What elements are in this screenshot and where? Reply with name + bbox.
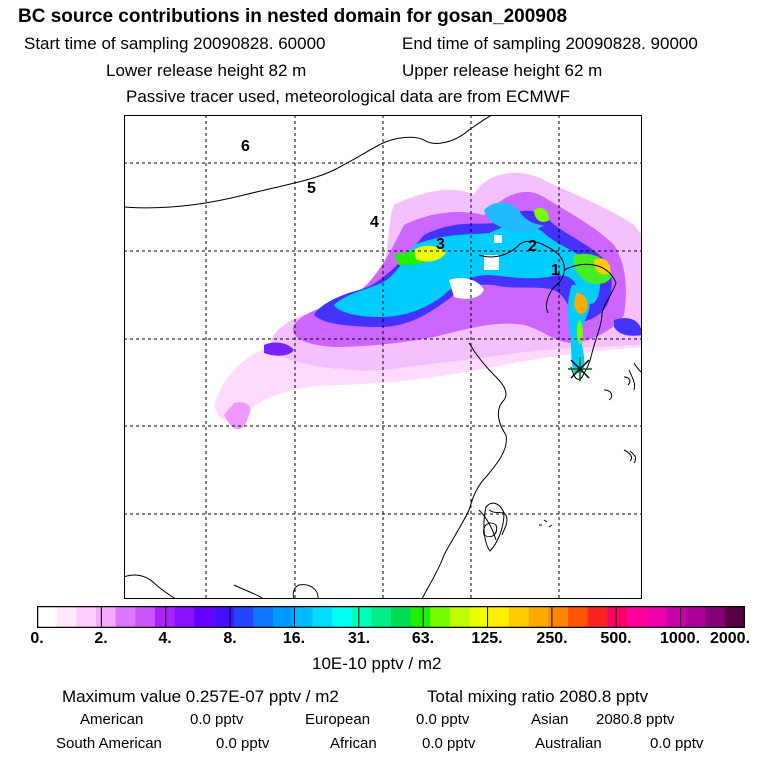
colorbar-tick-label: 2. — [94, 630, 108, 647]
colorbar-swatch — [548, 606, 569, 628]
colorbar-tick-label: 1000. — [659, 630, 701, 647]
colorbar-swatch — [489, 606, 510, 628]
tracer-label: Passive tracer used, meteorological data… — [126, 87, 571, 106]
colorbar-swatch — [37, 606, 58, 628]
source-name-south-american: South American — [56, 735, 162, 752]
colorbar-swatch — [312, 606, 333, 628]
source-name-african: African — [330, 735, 377, 752]
colorbar-swatch — [56, 606, 77, 628]
colorbar-swatch — [469, 606, 490, 628]
region-label-5: 5 — [307, 180, 316, 197]
upper-height-label: Upper release height 62 m — [402, 61, 603, 80]
map-panel: 6 5 4 3 2 1 — [124, 115, 642, 599]
region-label-4: 4 — [370, 214, 379, 231]
source-name-australian: Australian — [535, 735, 602, 752]
colorbar — [37, 606, 745, 628]
colorbar-swatch — [509, 606, 530, 628]
end-time-label: End time of sampling 20090828. 90000 — [402, 34, 698, 53]
colorbar-swatch — [725, 606, 745, 628]
region-label-1: 1 — [551, 262, 560, 279]
colorbar-swatch — [410, 606, 431, 628]
colorbar-tick-label: 31. — [347, 630, 371, 647]
colorbar-swatch — [587, 606, 608, 628]
colorbar-tick-label: 250. — [536, 630, 568, 647]
colorbar-swatch — [607, 606, 628, 628]
colorbar-tick-label: 0. — [30, 630, 44, 647]
source-value-australian: 0.0 pptv — [650, 735, 704, 752]
region-label-6: 6 — [241, 138, 250, 155]
colorbar-swatch — [253, 606, 274, 628]
colorbar-swatch — [273, 606, 294, 628]
total-mixing-ratio-label: Total mixing ratio 2080.8 pptv — [427, 687, 649, 706]
colorbar-swatch — [430, 606, 451, 628]
colorbar-swatch — [76, 606, 97, 628]
island-dots — [539, 449, 637, 528]
colorbar-swatch — [646, 606, 667, 628]
colorbar-tick-label: 125. — [471, 630, 503, 647]
colorbar-swatch — [214, 606, 235, 628]
maximum-value-label: Maximum value 0.257E-07 pptv / m2 — [62, 687, 339, 706]
colorbar-border — [37, 606, 745, 628]
colorbar-tick-label: 16. — [282, 630, 306, 647]
colorbar-swatch — [115, 606, 136, 628]
colorbar-swatch — [627, 606, 648, 628]
island-taiwan — [483, 502, 505, 552]
region-label-2: 2 — [528, 238, 537, 255]
colorbar-tick-label: 8. — [223, 630, 237, 647]
start-time-label: Start time of sampling 20090828. 60000 — [24, 34, 326, 53]
source-value-asian: 2080.8 pptv — [596, 711, 675, 728]
lower-height-label: Lower release height 82 m — [106, 61, 307, 80]
colorbar-swatch — [96, 606, 117, 628]
lat-lon-grid — [124, 115, 642, 599]
colorbar-swatch — [686, 606, 707, 628]
colorbar-swatch — [135, 606, 156, 628]
colorbar-tick-label: 63. — [411, 630, 435, 647]
plot-title: BC source contributions in nested domain… — [18, 6, 568, 27]
star-marker-icon — [568, 357, 592, 381]
colorbar-swatch — [391, 606, 412, 628]
colorbar-swatch — [528, 606, 549, 628]
colorbar-swatch — [194, 606, 215, 628]
island-hainan — [292, 584, 319, 599]
colorbar-swatch — [351, 606, 372, 628]
colorbar-swatch — [233, 606, 254, 628]
colorbar-swatch — [666, 606, 687, 628]
region-label-3: 3 — [436, 236, 445, 253]
colorbar-tick-label: 4. — [158, 630, 172, 647]
colorbar-units-label: 10E-10 pptv / m2 — [312, 654, 442, 673]
colorbar-swatch — [174, 606, 195, 628]
source-name-european: European — [305, 711, 371, 728]
source-name-asian: Asian — [531, 711, 569, 728]
colorbar-swatch — [705, 606, 726, 628]
source-value-african: 0.0 pptv — [422, 735, 476, 752]
colorbar-swatch — [155, 606, 176, 628]
colorbar-tick-label: 500. — [600, 630, 632, 647]
colorbar-swatch — [371, 606, 392, 628]
source-value-american: 0.0 pptv — [190, 711, 244, 728]
colorbar-swatch — [568, 606, 589, 628]
colorbar-swatch — [332, 606, 353, 628]
colorbar-swatch — [450, 606, 471, 628]
colorbar-swatch — [292, 606, 313, 628]
source-name-american: American — [80, 711, 144, 728]
colorbar-tick-label: 2000. — [709, 630, 751, 647]
source-value-european: 0.0 pptv — [416, 711, 470, 728]
source-value-south-american: 0.0 pptv — [216, 735, 270, 752]
